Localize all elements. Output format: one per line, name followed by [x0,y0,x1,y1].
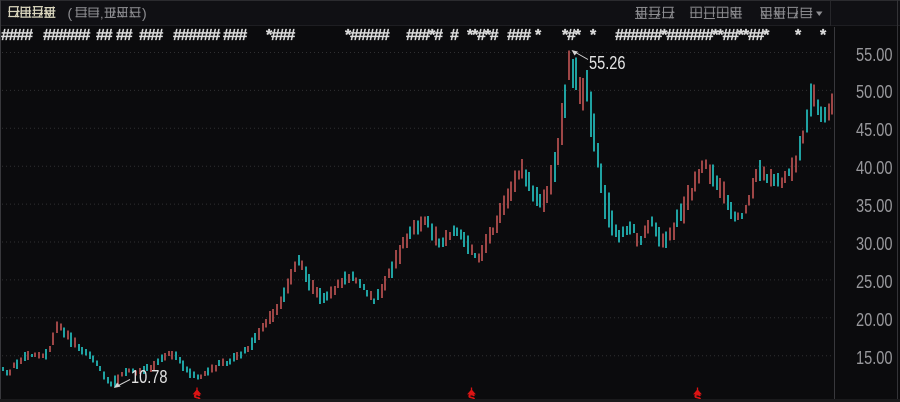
svg-text:): ) [142,5,147,21]
svg-text:S: S [193,393,200,402]
svg-text:S: S [468,393,475,402]
svg-text:S: S [694,393,701,402]
svg-text:(: ( [68,5,73,21]
svg-text:,: , [100,7,103,21]
